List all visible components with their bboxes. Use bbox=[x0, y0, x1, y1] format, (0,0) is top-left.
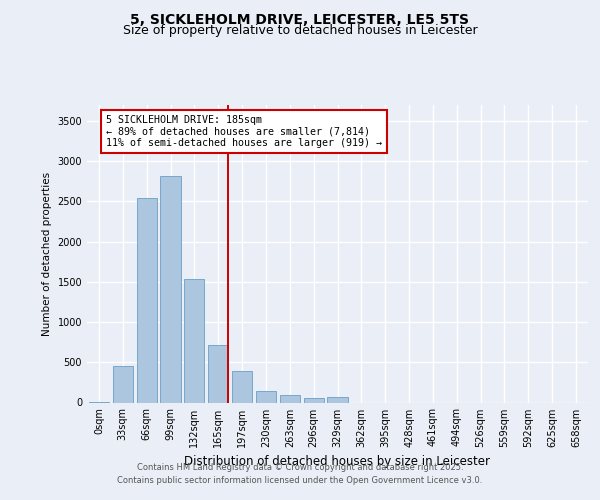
Bar bbox=[113, 366, 133, 403]
Text: Contains HM Land Registry data © Crown copyright and database right 2025.: Contains HM Land Registry data © Crown c… bbox=[137, 464, 463, 472]
Bar bbox=[328, 398, 347, 402]
Text: Size of property relative to detached houses in Leicester: Size of property relative to detached ho… bbox=[122, 24, 478, 37]
Y-axis label: Number of detached properties: Number of detached properties bbox=[42, 172, 52, 336]
Bar bbox=[232, 371, 252, 402]
Text: 5 SICKLEHOLM DRIVE: 185sqm
← 89% of detached houses are smaller (7,814)
11% of s: 5 SICKLEHOLM DRIVE: 185sqm ← 89% of deta… bbox=[106, 114, 382, 148]
Bar bbox=[137, 198, 157, 402]
X-axis label: Distribution of detached houses by size in Leicester: Distribution of detached houses by size … bbox=[185, 455, 491, 468]
Bar bbox=[304, 398, 324, 402]
Text: 5, SICKLEHOLM DRIVE, LEICESTER, LE5 5TS: 5, SICKLEHOLM DRIVE, LEICESTER, LE5 5TS bbox=[131, 12, 470, 26]
Bar bbox=[280, 396, 300, 402]
Text: Contains public sector information licensed under the Open Government Licence v3: Contains public sector information licen… bbox=[118, 476, 482, 485]
Bar bbox=[256, 391, 276, 402]
Bar bbox=[184, 278, 205, 402]
Bar bbox=[208, 344, 229, 403]
Bar bbox=[160, 176, 181, 402]
